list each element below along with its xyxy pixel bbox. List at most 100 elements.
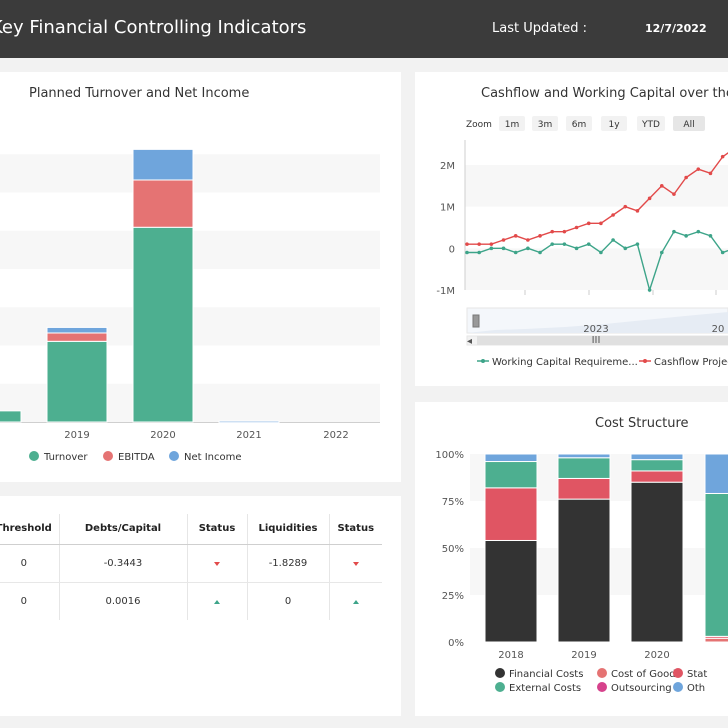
liquidities-cell: 0 <box>246 582 329 620</box>
legend-marker <box>597 682 607 692</box>
y-tick-label: 50% <box>442 544 464 555</box>
data-point <box>635 242 640 246</box>
legend-marker <box>495 682 505 692</box>
col-status-2: Status <box>328 514 382 545</box>
legend-marker <box>495 668 505 678</box>
data-point <box>562 229 567 234</box>
bar-segment <box>484 453 538 463</box>
bar-segment <box>704 492 728 637</box>
bar-segment <box>630 470 684 483</box>
y-tick-label: 0% <box>448 638 464 649</box>
y-tick-label: 0 <box>449 244 455 255</box>
kpi-table-header: Threshold Debts/Capital Status Liquiditi… <box>0 514 382 545</box>
bar-segment <box>704 453 728 494</box>
status-cell <box>186 582 247 620</box>
data-point <box>501 246 506 251</box>
data-point <box>708 234 713 238</box>
data-point <box>586 221 591 226</box>
data-point <box>574 225 579 230</box>
bar-segment <box>484 487 538 541</box>
legend-item: Outsourcing <box>611 683 672 694</box>
data-point <box>672 192 676 196</box>
liquidities-cell: -1.8289 <box>246 544 329 583</box>
data-point <box>720 250 725 255</box>
data-point <box>513 250 518 255</box>
status-cell <box>186 544 247 583</box>
data-point <box>550 242 555 246</box>
data-point <box>477 250 481 255</box>
data-point <box>708 171 713 176</box>
data-point <box>599 250 603 255</box>
legend-marker <box>29 451 39 461</box>
data-point <box>696 229 701 234</box>
bar-turnover <box>0 410 22 423</box>
data-point <box>659 184 664 188</box>
zoom-button-label: YTD <box>641 120 660 130</box>
zoom-label: Zoom <box>466 120 492 130</box>
cost-structure-card: Cost Structure 100% 75% 50% 25% 0% 2018 2019 20… <box>415 402 728 716</box>
data-point <box>623 204 628 209</box>
data-point <box>465 250 469 255</box>
legend-marker <box>103 451 113 461</box>
zoom-button-label: All <box>683 120 694 130</box>
zoom-button-1m <box>499 116 525 131</box>
col-debts-capital: Debts/Capital <box>58 514 187 545</box>
bar-turnover <box>132 226 194 423</box>
data-point <box>526 238 530 242</box>
zoom-button-label: 1m <box>505 120 520 130</box>
arrow-down-icon <box>352 561 359 566</box>
bar-segment <box>630 481 684 643</box>
data-point <box>574 246 579 251</box>
x-tick-label: 2018 <box>498 650 523 661</box>
data-point <box>538 250 542 255</box>
legend-marker <box>481 359 485 363</box>
legend-item: Stat <box>687 669 707 680</box>
turnover-chart: 82019202020212022TurnoverEBITDANet Incom… <box>0 148 380 463</box>
kpi-table: Threshold Debts/Capital Status Liquiditi… <box>0 514 382 620</box>
bar-segment <box>557 477 611 500</box>
y-tick-label: 25% <box>442 591 464 602</box>
x-tick-label: 2020 <box>150 430 175 441</box>
threshold-cell: 0 <box>0 544 59 583</box>
bar-turnover <box>46 340 108 423</box>
zoom-button-all <box>673 116 705 131</box>
zoom-button-ytd <box>637 116 665 131</box>
arrow-up-icon <box>352 599 359 604</box>
cost-chart-title: Cost Structure <box>595 416 689 431</box>
data-point <box>659 250 664 255</box>
cost-chart: 100%75%50%25%0%2018201920202Financial Co… <box>435 450 728 694</box>
arrow-down-icon <box>214 561 220 566</box>
legend-item: Cost of Goods <box>611 669 681 680</box>
data-point <box>538 234 542 238</box>
series-line <box>467 152 728 245</box>
data-point <box>647 288 652 292</box>
kpi-table-card: Threshold Debts/Capital Status Liquiditi… <box>0 496 401 716</box>
data-point <box>684 175 688 180</box>
scrollbar-grip-icon: III <box>592 335 601 346</box>
legend-marker <box>597 668 607 678</box>
y-tick-label: 75% <box>442 497 464 508</box>
bar-segment <box>630 459 684 472</box>
bar-segment <box>557 453 611 459</box>
cashflow-chart-title: Cashflow and Working Capital over the n <box>481 86 728 101</box>
turnover-card: Planned Turnover and Net Income 82019202… <box>0 72 401 482</box>
y-tick-label: 100% <box>435 450 464 461</box>
debts-capital-cell: 0.0016 <box>58 582 187 620</box>
dashboard-header: Key Financial Controlling Indicators Las… <box>0 0 728 58</box>
y-tick-label: -1M <box>436 286 455 297</box>
legend-item: Oth <box>687 683 705 694</box>
cashflow-card: Cashflow and Working Capital over the n … <box>415 72 728 386</box>
table-row: 0 0.0016 0 <box>0 582 382 620</box>
bar-ebitda <box>132 179 194 228</box>
data-point <box>513 234 518 238</box>
data-point <box>489 242 494 246</box>
navigator-series <box>467 312 728 333</box>
data-point <box>611 238 615 242</box>
grid-band <box>465 248 728 290</box>
bar-ebitda <box>46 332 108 342</box>
turnover-chart-title: Planned Turnover and Net Income <box>29 86 250 101</box>
page-title: Key Financial Controlling Indicators <box>0 17 307 38</box>
bar-segment <box>557 498 611 643</box>
navigator-handle <box>472 314 480 328</box>
